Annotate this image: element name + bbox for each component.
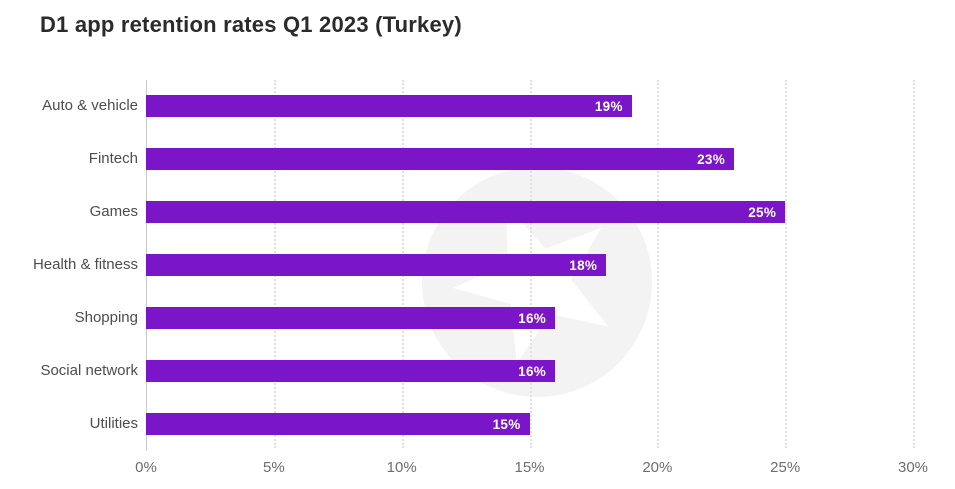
category-label-utilities: Utilities (89, 415, 138, 432)
category-label-auto-and-vehicle: Auto & vehicle (42, 97, 138, 114)
bar-value-label-social-network: 16% (518, 363, 547, 379)
x-tick-label-20: 20% (642, 459, 673, 476)
bar-auto-and-vehicle: 19% (146, 95, 632, 117)
x-tick-label-15: 15% (514, 459, 545, 476)
bar-utilities: 15% (146, 413, 530, 435)
category-label-games: Games (89, 203, 138, 220)
x-tick-label-30: 30% (897, 459, 929, 476)
bar-value-label-auto-and-vehicle: 19% (594, 98, 623, 114)
bar-social-network: 16% (146, 360, 556, 382)
bar-value-label-games: 25% (748, 204, 777, 220)
bar-value-label-utilities: 15% (492, 416, 521, 432)
gridline-25 (785, 80, 788, 448)
bar-fintech: 23% (146, 148, 735, 170)
x-tick-label-0: 0% (135, 459, 157, 476)
bar-value-label-shopping: 16% (518, 310, 547, 326)
gridline-20 (657, 80, 660, 448)
category-label-shopping: Shopping (74, 309, 138, 326)
bar-games: 25% (146, 201, 786, 223)
bar-value-label-fintech: 23% (697, 151, 726, 167)
bar-shopping: 16% (146, 307, 556, 329)
category-label-fintech: Fintech (88, 150, 138, 167)
gridline-30 (913, 80, 915, 448)
bar-health-and-fitness: 18% (146, 254, 607, 276)
category-label-health-and-fitness: Health & fitness (32, 256, 138, 273)
category-label-social-network: Social network (40, 362, 138, 379)
bar-value-label-health-and-fitness: 18% (569, 257, 598, 273)
x-tick-label-25: 25% (770, 459, 801, 476)
chart-title: D1 app retention rates Q1 2023 (Turkey) (40, 12, 462, 37)
x-tick-label-5: 5% (262, 459, 285, 476)
x-tick-label-10: 10% (386, 459, 417, 476)
